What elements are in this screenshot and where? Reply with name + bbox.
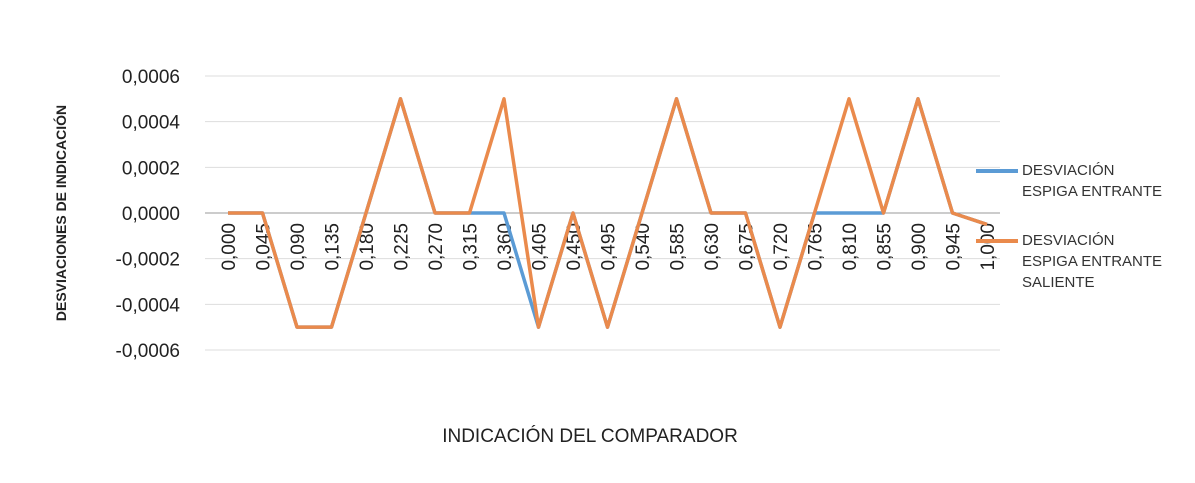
x-tick-label: 0,000 [219,223,240,271]
x-tick-label: 0,090 [288,223,309,271]
x-tick-label: 0,630 [702,223,723,271]
legend-label: DESVIACIÓN ESPIGA ENTRANTE [1022,162,1163,200]
y-tick-label: 0,0000 [122,204,180,225]
x-tick-label: 0,180 [357,223,378,271]
x-tick-label: 0,855 [875,223,896,271]
legend-entry: DESVIACIÓN ESPIGA ENTRANTE [976,160,1172,202]
x-tick-label: 0,270 [426,223,447,271]
x-tick-label: 0,405 [530,223,551,271]
y-tick-label: 0,0002 [122,158,180,179]
series-line [228,97,988,329]
x-tick-label: 0,135 [323,223,344,271]
x-tick-label: 0,765 [806,223,827,271]
y-tick-label: 0,0006 [122,67,180,88]
x-tick-label: 0,720 [771,223,792,271]
x-tick-label: 0,315 [461,223,482,271]
legend-swatch [976,239,1018,243]
y-tick-label: -0,0004 [116,295,181,316]
x-tick-label: 0,225 [392,223,413,271]
y-tick-label: -0,0002 [116,250,180,271]
y-tick-label: 0,0004 [122,113,181,134]
x-tick-label: 0,540 [633,223,654,271]
legend-label: DESVIACIÓN ESPIGA ENTRANTE SALIENTE [1022,232,1163,291]
x-tick-label: 0,585 [668,223,689,271]
x-tick-label: 0,810 [840,223,861,271]
x-tick-label: 0,900 [909,223,930,271]
x-tick-label: 0,945 [944,223,965,271]
y-axis-title: DESVIACIONES DE INDICACIÓN [52,105,69,321]
legend-swatch [976,169,1018,173]
x-tick-label: 1,000 [978,223,999,271]
legend-entry: DESVIACIÓN ESPIGA ENTRANTE SALIENTE [976,230,1172,293]
y-tick-label: -0,0006 [116,341,180,362]
x-tick-label: 0,495 [599,223,620,271]
x-axis-title: INDICACIÓN DEL COMPARADOR [442,425,738,447]
